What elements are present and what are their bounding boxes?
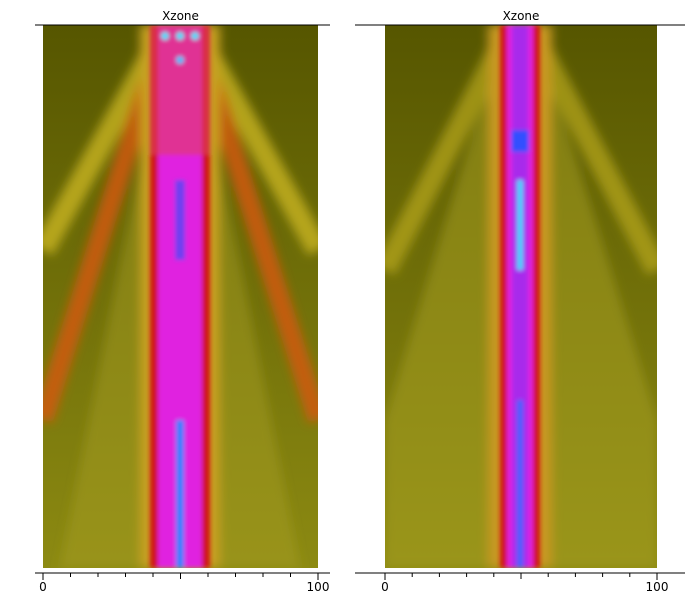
chart-title: Xzone — [162, 9, 199, 23]
screen: Xzone 0 100 Xzone 0 100 — [0, 0, 685, 595]
x-tick-label: 0 — [39, 580, 47, 594]
heatmap-image — [43, 25, 318, 568]
x-tick-label: 0 — [381, 580, 389, 594]
x-tick-label: 100 — [307, 580, 330, 594]
chart-title: Xzone — [503, 9, 540, 23]
heatmap-image — [385, 25, 657, 568]
x-tick-label: 100 — [646, 580, 669, 594]
